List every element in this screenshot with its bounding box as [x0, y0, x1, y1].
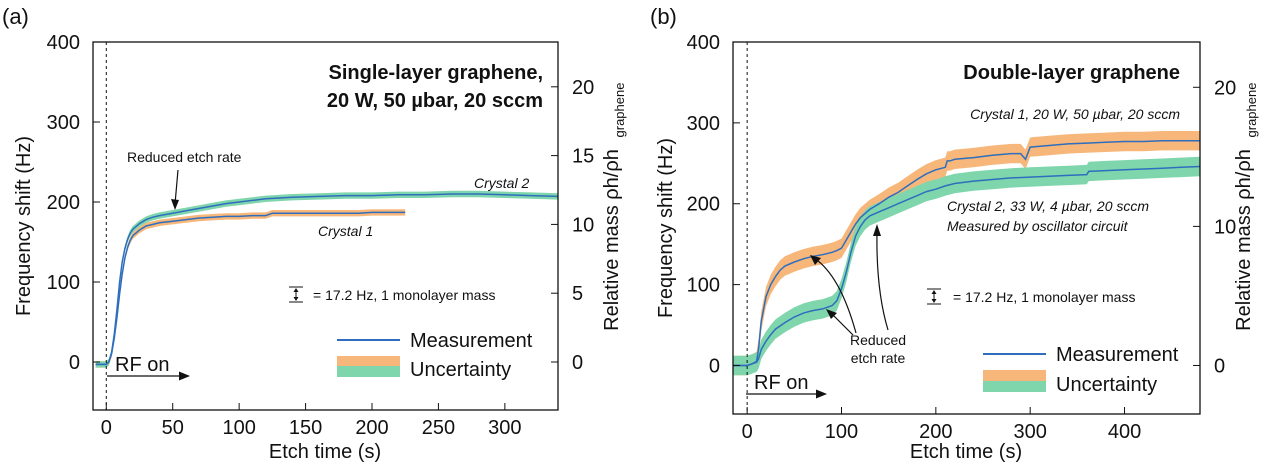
- y-tick-label: 0: [709, 355, 720, 377]
- y-axis-label-right-main: Relative mass ρh/ρh: [1233, 149, 1255, 331]
- monolayer-scale-bar: [289, 286, 303, 303]
- y-tick-label: 400: [47, 32, 80, 54]
- legend-measurement-label: Measurement: [1056, 344, 1179, 366]
- x-tick-label: 200: [355, 417, 388, 439]
- measurement-line-series-2: [733, 165, 1201, 367]
- panel-label-b: (b): [650, 4, 677, 29]
- x-tick-label: 250: [422, 417, 455, 439]
- rf-on-arrowhead: [179, 371, 190, 381]
- y-axis-label-right-sub: graphene: [612, 83, 627, 138]
- y-right-tick-label: 10: [572, 214, 594, 236]
- measurement-line-series-1: [733, 139, 1200, 367]
- y-ticks-right: 0 5 10 15 20: [551, 77, 594, 374]
- y-right-tick-label: 20: [1214, 77, 1236, 99]
- x-tick-label: 50: [162, 417, 184, 439]
- legend-uncertainty-label: Uncertainty: [410, 359, 511, 381]
- x-axis-label: Etch time (s): [910, 441, 1022, 463]
- y-ticks-left: 0 100 200 300 400: [47, 32, 100, 374]
- monolayer-scale-note: = 17.2 Hz, 1 monolayer mass: [953, 289, 1135, 305]
- measurement-lines: [95, 193, 559, 366]
- y-right-tick-label: 10: [1214, 216, 1236, 238]
- x-tick-label: 300: [1013, 421, 1046, 443]
- legend-measurement-label: Measurement: [410, 330, 533, 352]
- legend: Measurement Uncertainty: [337, 330, 533, 381]
- rf-on-label: RF on: [115, 354, 169, 376]
- crystal-1-label: Crystal 1, 20 W, 50 µbar, 20 sccm: [970, 106, 1180, 122]
- x-ticks: 0 100 200 300 400: [742, 407, 1141, 443]
- x-axis-label: Etch time (s): [269, 441, 381, 463]
- rf-on-label: RF on: [754, 372, 808, 394]
- chart-title-line-2: 20 W, 50 µbar, 20 sccm: [327, 90, 543, 112]
- legend-uncertainty-swatch-green: [337, 366, 400, 377]
- reduced-etch-rate-annotation-line-2: etch rate: [851, 350, 906, 366]
- y-tick-label: 300: [687, 113, 720, 135]
- y-tick-label: 0: [69, 352, 80, 374]
- x-tick-label: 400: [1108, 421, 1141, 443]
- y-axis-label: Frequency shift (Hz): [13, 136, 35, 316]
- y-right-tick-label: 20: [572, 77, 594, 99]
- crystal-2-sublabel: Measured by oscillator circuit: [947, 218, 1129, 234]
- crystal-2-label: Crystal 2, 33 W, 4 µbar, 20 sccm: [947, 198, 1149, 214]
- x-tick-label: 150: [289, 417, 322, 439]
- plot-frame: [732, 41, 1201, 415]
- y-axis-label-right: Relative mass ρh/ρh graphene: [1233, 83, 1259, 331]
- y-ticks-left: 0 100 200 300 400: [687, 32, 740, 377]
- legend-uncertainty-swatch-orange: [337, 356, 400, 366]
- y-tick-label: 100: [687, 275, 720, 297]
- y-axis-label-right-main: Relative mass ρh/ρh: [601, 149, 623, 331]
- x-tick-label: 100: [222, 417, 255, 439]
- legend-uncertainty-swatch-green: [983, 381, 1046, 392]
- panel-a: (a) 0 50 100 150 200 250 300 0 100 200 300 400 0 5 1…: [2, 4, 627, 463]
- panel-label-a: (a): [2, 4, 29, 29]
- x-tick-label: 100: [825, 421, 858, 443]
- measurement-line-series-2: [95, 193, 559, 366]
- legend-uncertainty-swatch-orange: [983, 370, 1046, 381]
- annotation-arrows: [810, 224, 889, 336]
- y-tick-label: 200: [47, 192, 80, 214]
- y-axis-label-right-sub: graphene: [1244, 83, 1259, 138]
- plot-frame: [92, 41, 559, 411]
- crystal-2-label: Crystal 2: [474, 175, 529, 191]
- y-tick-label: 400: [687, 32, 720, 54]
- x-tick-label: 300: [488, 417, 521, 439]
- reduced-etch-rate-annotation: Reduced: [850, 332, 906, 348]
- x-tick-label: 0: [742, 421, 753, 443]
- y-right-tick-label: 5: [572, 283, 583, 305]
- crystal-1-label: Crystal 1: [318, 223, 373, 239]
- monolayer-scale-bar: [927, 288, 941, 305]
- y-axis-label: Frequency shift (Hz): [655, 138, 677, 318]
- y-tick-label: 100: [47, 272, 80, 294]
- chart-title-line-1: Single-layer graphene,: [328, 62, 543, 84]
- x-ticks: 0 50 100 150 200 250 300: [101, 403, 522, 439]
- x-tick-label: 0: [101, 417, 112, 439]
- legend: Measurement Uncertainty: [983, 344, 1179, 396]
- rf-on-arrowhead: [816, 389, 827, 399]
- legend-uncertainty-label: Uncertainty: [1056, 374, 1157, 396]
- annotation-arrowhead: [171, 199, 179, 210]
- x-tick-label: 200: [919, 421, 952, 443]
- y-right-tick-label: 0: [1214, 355, 1225, 377]
- y-tick-label: 200: [687, 194, 720, 216]
- uncertainty-bands: [733, 131, 1200, 376]
- measurement-line-series-1: [95, 211, 406, 366]
- monolayer-scale-note: = 17.2 Hz, 1 monolayer mass: [313, 287, 495, 303]
- measurement-lines: [733, 139, 1201, 367]
- annotation-arrow: [174, 169, 179, 205]
- panel-b: (b) 0 100 200 300 400 0 100 200 300 400 0 10 20 Et…: [650, 4, 1259, 463]
- chart-title: Double-layer graphene: [963, 62, 1180, 84]
- reduced-etch-rate-annotation: Reduced etch rate: [127, 149, 242, 165]
- y-right-tick-label: 15: [572, 146, 594, 168]
- y-right-tick-label: 0: [572, 352, 583, 374]
- y-tick-label: 300: [47, 112, 80, 134]
- y-axis-label-right: Relative mass ρh/ρh graphene: [601, 83, 627, 331]
- y-ticks-right: 0 10 20: [1193, 77, 1236, 377]
